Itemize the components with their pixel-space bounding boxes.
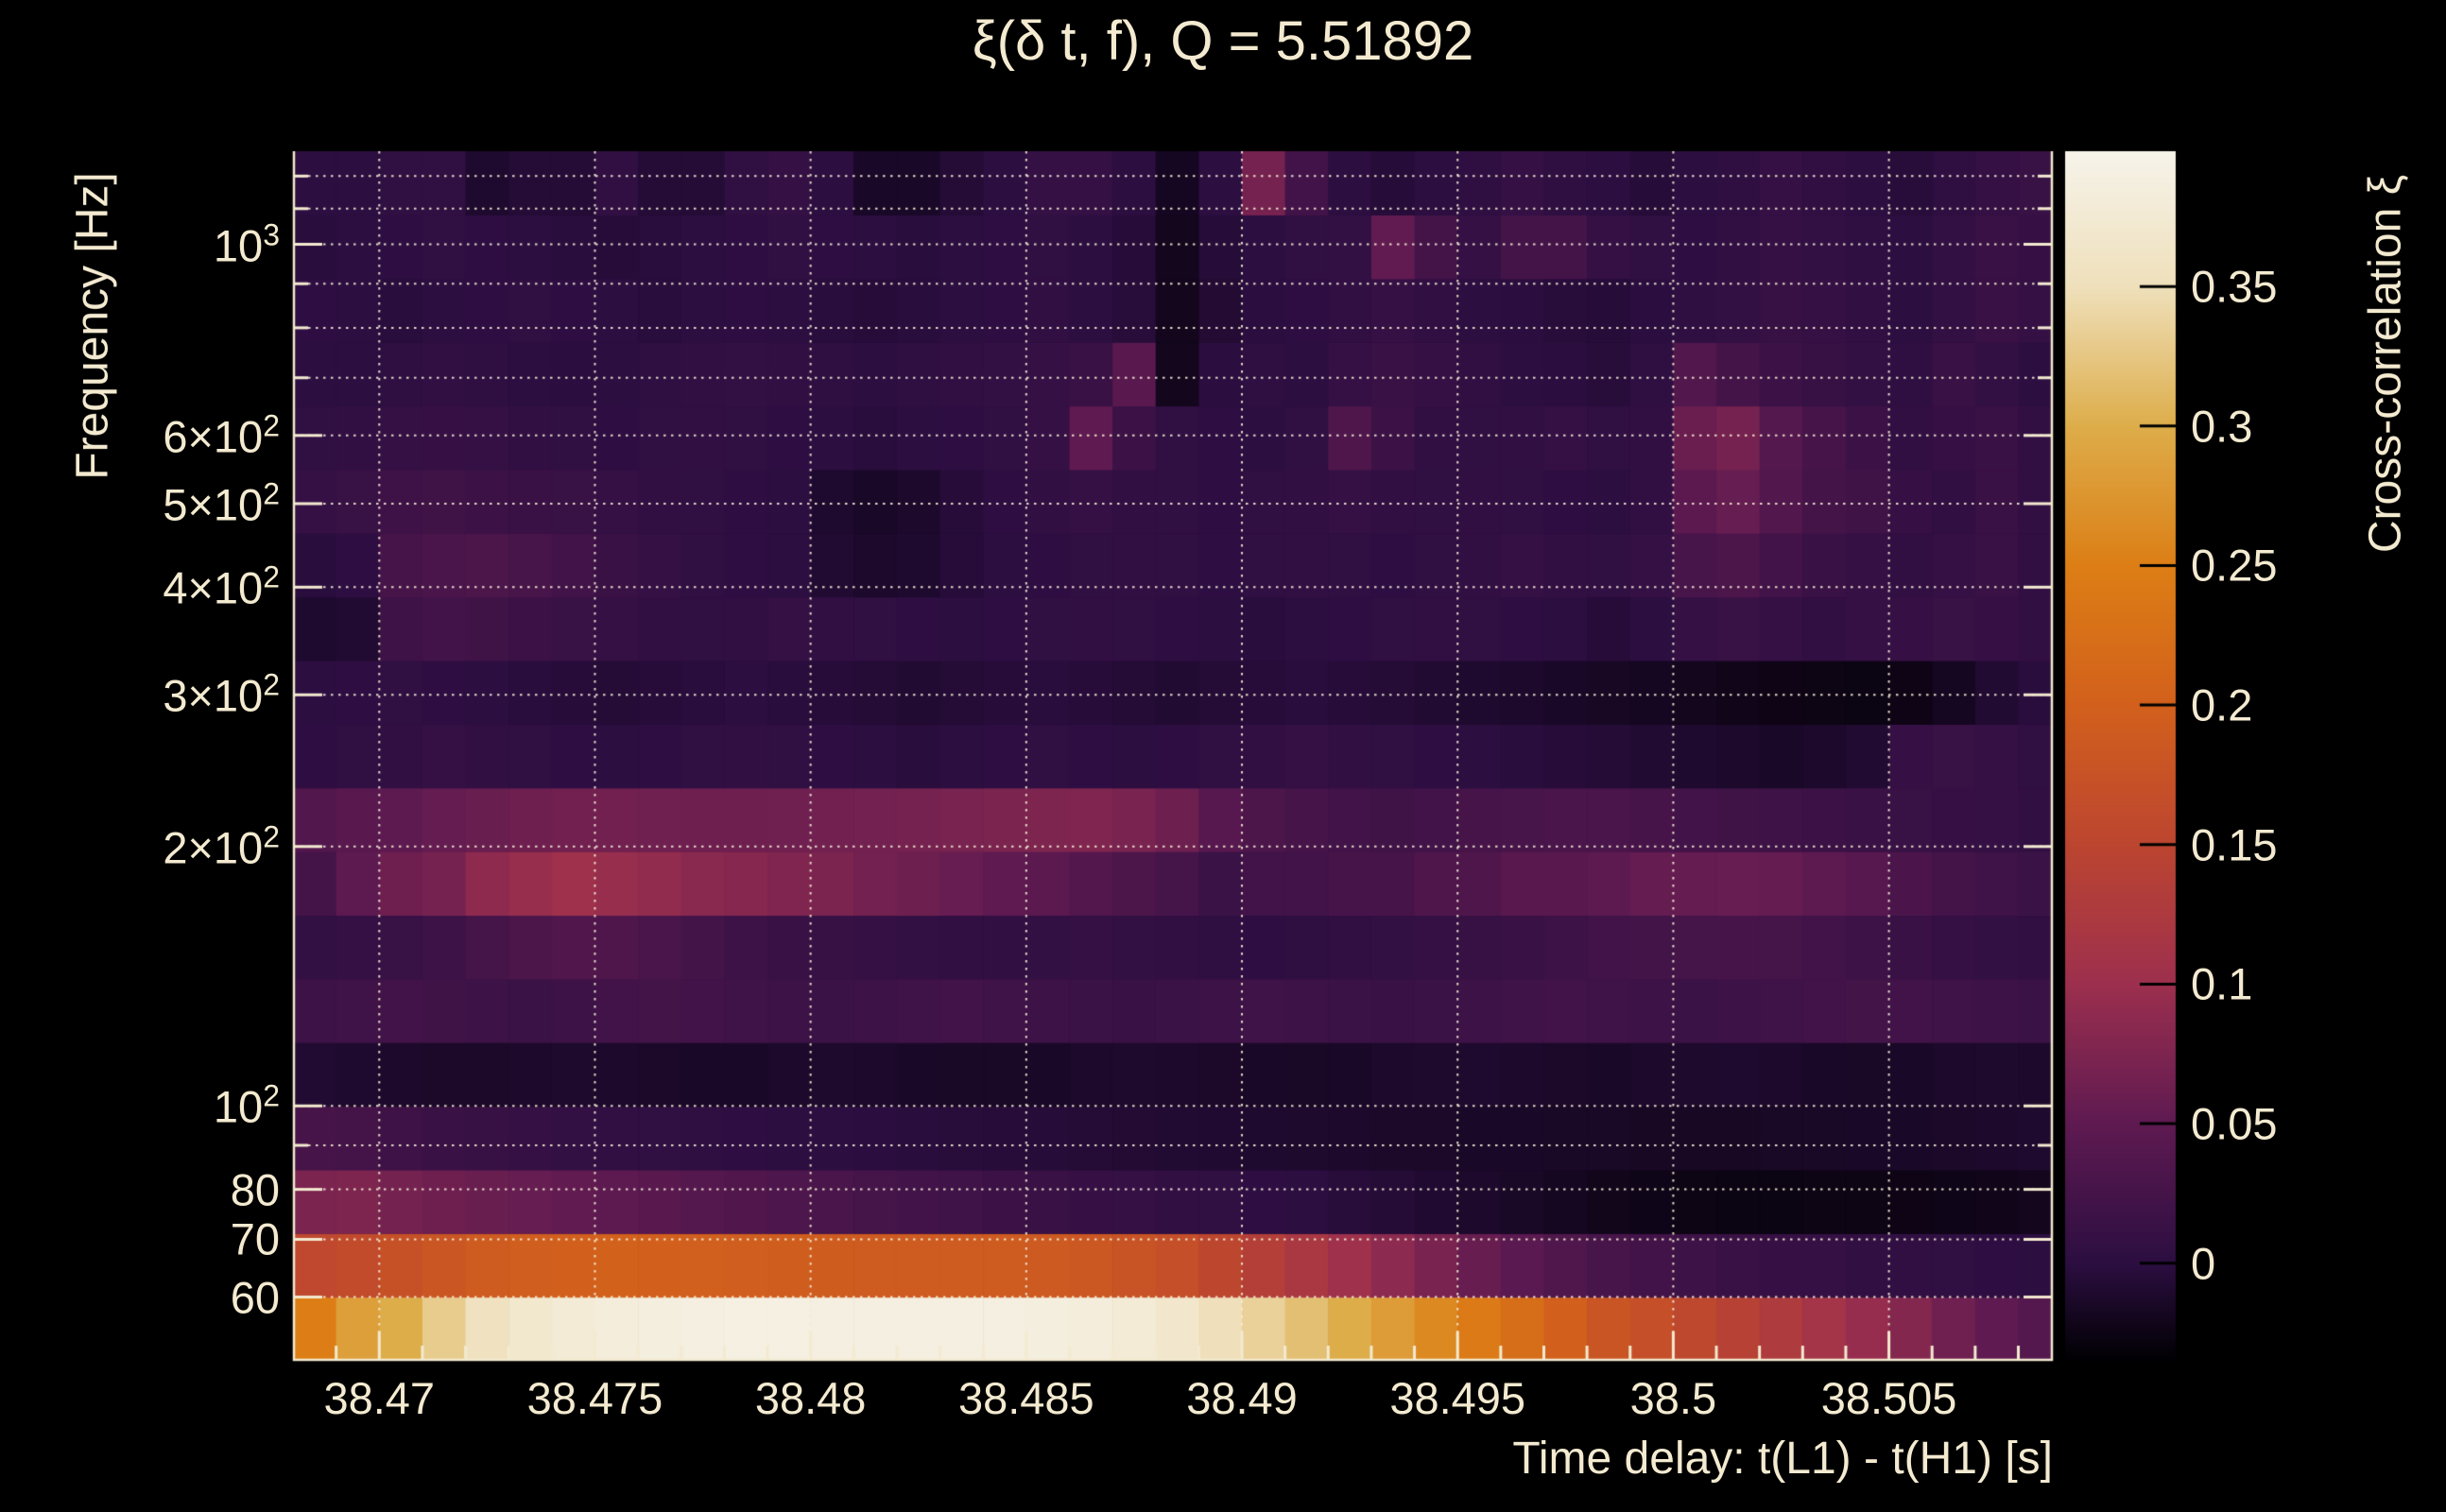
x-tick-label: 38.495 [1389, 1373, 1526, 1423]
y-tick-label: 5×102 [163, 476, 280, 530]
x-tick-label: 38.5 [1629, 1373, 1717, 1423]
x-tick-label: 38.48 [754, 1373, 867, 1423]
y-tick-label: 6×102 [163, 408, 280, 462]
y-tick-label: 4×102 [163, 560, 280, 613]
colorbar-tick-label: 0.35 [2191, 261, 2278, 312]
y-tick-label: 70 [230, 1213, 280, 1264]
x-tick-label: 38.475 [526, 1373, 663, 1423]
colorbar-tick-label: 0.1 [2191, 958, 2253, 1009]
y-tick-label: 102 [213, 1078, 280, 1132]
x-axis-label: Time delay: t(L1) - t(H1) [s] [1512, 1434, 2053, 1484]
y-tick-label: 60 [230, 1272, 280, 1323]
x-tick-label: 38.49 [1186, 1373, 1298, 1423]
y-tick-label: 103 [213, 217, 280, 270]
colorbar-tick-label: 0.15 [2191, 819, 2278, 870]
colorbar-tick-label: 0 [2191, 1238, 2216, 1289]
colorbar-tick-label: 0.2 [2191, 679, 2253, 730]
y-tick-label: 2×102 [163, 819, 280, 873]
y-axis-label: Frequency [Hz] [67, 172, 118, 480]
x-tick-label: 38.505 [1820, 1373, 1957, 1423]
colorbar-axis-label: Cross-correlation ξ [2360, 174, 2411, 554]
y-tick-label: 3×102 [163, 667, 280, 721]
y-tick-label: 80 [230, 1164, 280, 1215]
colorbar-tick-label: 0.25 [2191, 540, 2278, 591]
colorbar-tick-label: 0.3 [2191, 401, 2253, 452]
colorbar-tick-label: 0.05 [2191, 1098, 2278, 1149]
chart-title: ξ(δ t, f), Q = 5.51892 [972, 10, 1474, 72]
x-tick-label: 38.485 [957, 1373, 1094, 1423]
x-tick-label: 38.47 [323, 1373, 436, 1423]
